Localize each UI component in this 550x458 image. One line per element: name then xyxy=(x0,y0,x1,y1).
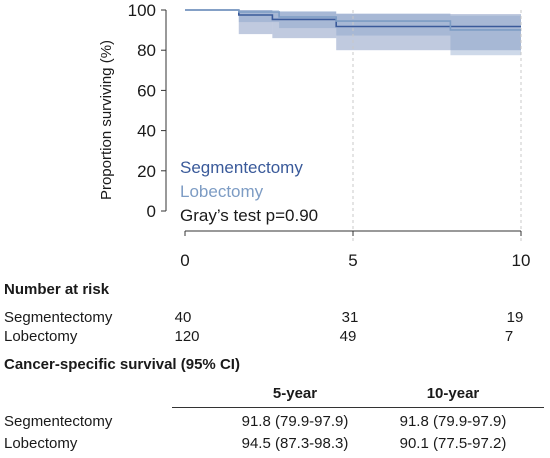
y-tick-label: 0 xyxy=(147,202,156,221)
risk-cell: 120 xyxy=(174,328,200,345)
tick-labels: 0 20 40 60 80 100 0 5 10 xyxy=(128,1,531,270)
x-tick-label: 10 xyxy=(512,251,531,270)
x-tick-label: 5 xyxy=(348,251,357,270)
risk-cell: 31 xyxy=(341,309,359,326)
risk-table-title: Number at risk xyxy=(4,281,110,298)
survival-cell: 91.8 (79.9-97.9) xyxy=(241,413,349,430)
grid-lines xyxy=(352,10,522,241)
risk-cell: 49 xyxy=(339,328,357,345)
y-tick-label: 100 xyxy=(128,1,156,20)
ci-band-segmentectomy xyxy=(238,10,273,35)
legend-segmentectomy: Segmentectomy xyxy=(180,158,303,177)
survival-cell: 91.8 (79.9-97.9) xyxy=(399,413,507,430)
ci-band-segmentectomy xyxy=(336,14,521,51)
series-line-lobectomy xyxy=(185,9,521,31)
x-tick-label: 0 xyxy=(180,251,189,270)
y-tick-label: 60 xyxy=(137,81,156,100)
risk-cell: 7 xyxy=(504,328,514,345)
survival-row-label: Lobectomy xyxy=(4,435,78,452)
y-tick-label: 40 xyxy=(137,122,156,141)
risk-cell: 19 xyxy=(506,309,524,326)
risk-row-label: Segmentectomy xyxy=(4,309,113,326)
series-lines xyxy=(185,9,521,31)
km-chart: 0 20 40 60 80 100 0 5 10 Proportion surviving (%… xyxy=(98,1,531,270)
grays-test-annotation: Gray’s test p=0.90 xyxy=(180,206,318,225)
y-axis-label: Proportion surviving (%) xyxy=(98,40,115,200)
ci-band-lobectomy xyxy=(450,15,521,56)
ci-band-lobectomy xyxy=(336,13,451,36)
survival-cell: 90.1 (77.5-97.2) xyxy=(399,435,507,452)
axes xyxy=(161,9,522,236)
risk-row-label: Lobectomy xyxy=(4,328,78,345)
survival-row-label: Segmentectomy xyxy=(4,413,113,430)
y-tick-label: 20 xyxy=(137,162,156,181)
table-rule xyxy=(172,407,544,408)
legend-lobectomy: Lobectomy xyxy=(180,182,264,201)
survival-table-title: Cancer-specific survival (95% CI) xyxy=(4,356,240,373)
y-tick-label: 80 xyxy=(137,41,156,60)
risk-cell: 40 xyxy=(174,309,192,326)
survival-header-10yr: 10-year xyxy=(426,385,480,402)
survival-header-5yr: 5-year xyxy=(272,385,318,402)
survival-cell: 94.5 (87.3-98.3) xyxy=(241,435,349,452)
ci-band-lobectomy xyxy=(238,10,280,23)
